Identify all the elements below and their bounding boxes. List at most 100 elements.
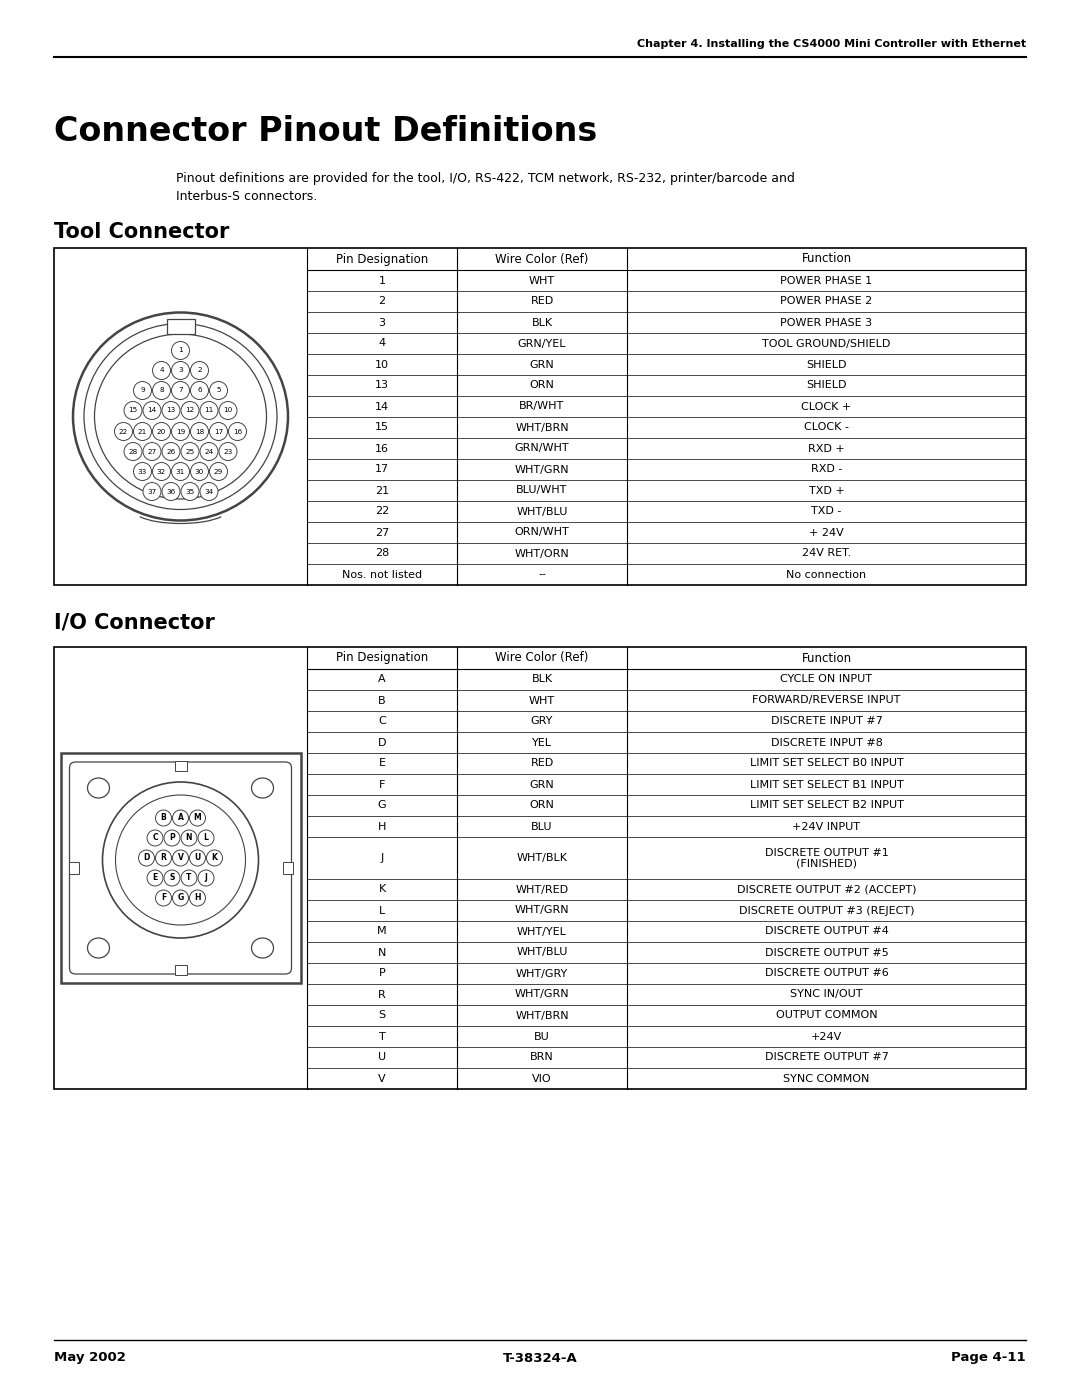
Text: 14: 14 (375, 401, 389, 412)
Text: 10: 10 (375, 359, 389, 369)
Text: SHIELD: SHIELD (807, 380, 847, 391)
Text: 16: 16 (375, 443, 389, 454)
Text: 9: 9 (140, 387, 145, 394)
Text: BLU/WHT: BLU/WHT (516, 486, 568, 496)
Text: M: M (377, 926, 387, 936)
Circle shape (210, 462, 228, 481)
Text: No connection: No connection (786, 570, 866, 580)
Ellipse shape (87, 778, 109, 798)
Text: M: M (193, 813, 201, 823)
Bar (166, 319, 194, 334)
Text: K: K (378, 884, 386, 894)
Circle shape (172, 422, 189, 440)
Text: WHT/GRY: WHT/GRY (516, 968, 568, 978)
Text: 15: 15 (375, 422, 389, 433)
Text: TOOL GROUND/SHIELD: TOOL GROUND/SHIELD (762, 338, 891, 348)
Text: 10: 10 (224, 408, 232, 414)
Circle shape (143, 401, 161, 419)
Text: 26: 26 (166, 448, 176, 454)
Text: SYNC COMMON: SYNC COMMON (783, 1073, 869, 1084)
Text: DISCRETE INPUT #8: DISCRETE INPUT #8 (770, 738, 882, 747)
Text: ORN/WHT: ORN/WHT (515, 528, 569, 538)
Text: WHT/BRN: WHT/BRN (515, 422, 569, 433)
Text: DISCRETE OUTPUT #4: DISCRETE OUTPUT #4 (765, 926, 889, 936)
Text: R: R (378, 989, 386, 999)
Text: BLU: BLU (531, 821, 553, 831)
Circle shape (152, 381, 171, 400)
Text: (FINISHED): (FINISHED) (796, 859, 858, 869)
Bar (54, 249, 1026, 585)
Text: WHT/RED: WHT/RED (515, 884, 568, 894)
Circle shape (172, 381, 189, 400)
Text: ORN: ORN (529, 380, 554, 391)
Text: DISCRETE OUTPUT #3 (REJECT): DISCRETE OUTPUT #3 (REJECT) (739, 905, 915, 915)
Text: --: -- (538, 570, 546, 580)
Text: +24V INPUT: +24V INPUT (793, 821, 861, 831)
Circle shape (134, 422, 151, 440)
Text: Function: Function (801, 253, 851, 265)
Text: CLOCK -: CLOCK - (805, 422, 849, 433)
Circle shape (181, 401, 199, 419)
Circle shape (173, 890, 189, 907)
Circle shape (210, 381, 228, 400)
Text: 2: 2 (378, 296, 386, 306)
Ellipse shape (252, 778, 273, 798)
Text: V: V (378, 1073, 386, 1084)
Text: B: B (378, 696, 386, 705)
Text: K: K (212, 854, 217, 862)
Text: LIMIT SET SELECT B2 INPUT: LIMIT SET SELECT B2 INPUT (750, 800, 904, 810)
Circle shape (103, 782, 258, 937)
Text: 3: 3 (178, 367, 183, 373)
Text: L: L (379, 905, 386, 915)
Text: N: N (186, 834, 192, 842)
Circle shape (164, 830, 180, 847)
Ellipse shape (73, 313, 288, 521)
Text: 12: 12 (186, 408, 194, 414)
Text: GRY: GRY (530, 717, 553, 726)
Circle shape (210, 422, 228, 440)
Circle shape (172, 462, 189, 481)
Text: WHT/GRN: WHT/GRN (515, 989, 569, 999)
Text: 3: 3 (378, 317, 386, 327)
Circle shape (156, 890, 172, 907)
Bar (54, 647, 1026, 1090)
Text: 1: 1 (378, 275, 386, 285)
Text: J: J (204, 873, 207, 883)
Text: YEL: YEL (532, 738, 552, 747)
Circle shape (147, 830, 163, 847)
Text: 30: 30 (194, 468, 204, 475)
Circle shape (198, 870, 214, 886)
Text: BLK: BLK (531, 675, 553, 685)
Text: Wire Color (Ref): Wire Color (Ref) (496, 651, 589, 665)
Text: TXD +: TXD + (809, 486, 845, 496)
Text: 20: 20 (157, 429, 166, 434)
Text: GRN/YEL: GRN/YEL (517, 338, 566, 348)
Text: GRN: GRN (529, 780, 554, 789)
Text: BR/WHT: BR/WHT (519, 401, 565, 412)
Text: H: H (378, 821, 387, 831)
Text: E: E (378, 759, 386, 768)
Circle shape (147, 870, 163, 886)
Circle shape (124, 401, 141, 419)
Text: 6: 6 (198, 387, 202, 394)
Bar (175, 965, 187, 975)
Circle shape (134, 462, 151, 481)
Text: Pinout definitions are provided for the tool, I/O, RS-422, TCM network, RS-232, : Pinout definitions are provided for the … (176, 172, 795, 184)
Text: Page 4-11: Page 4-11 (951, 1351, 1026, 1365)
Circle shape (219, 401, 237, 419)
Circle shape (162, 401, 180, 419)
Text: A: A (177, 813, 184, 823)
Text: CYCLE ON INPUT: CYCLE ON INPUT (781, 675, 873, 685)
Circle shape (200, 401, 218, 419)
Text: ORN: ORN (529, 800, 554, 810)
Text: TXD -: TXD - (811, 507, 841, 517)
Text: 34: 34 (204, 489, 214, 495)
Text: OUTPUT COMMON: OUTPUT COMMON (775, 1010, 877, 1020)
Text: 24: 24 (204, 448, 214, 454)
Text: V: V (177, 854, 184, 862)
Ellipse shape (252, 937, 273, 958)
Text: Chapter 4. Installing the CS4000 Mini Controller with Ethernet: Chapter 4. Installing the CS4000 Mini Co… (637, 39, 1026, 49)
Text: + 24V: + 24V (809, 528, 843, 538)
Text: 27: 27 (375, 528, 389, 538)
Circle shape (190, 422, 208, 440)
